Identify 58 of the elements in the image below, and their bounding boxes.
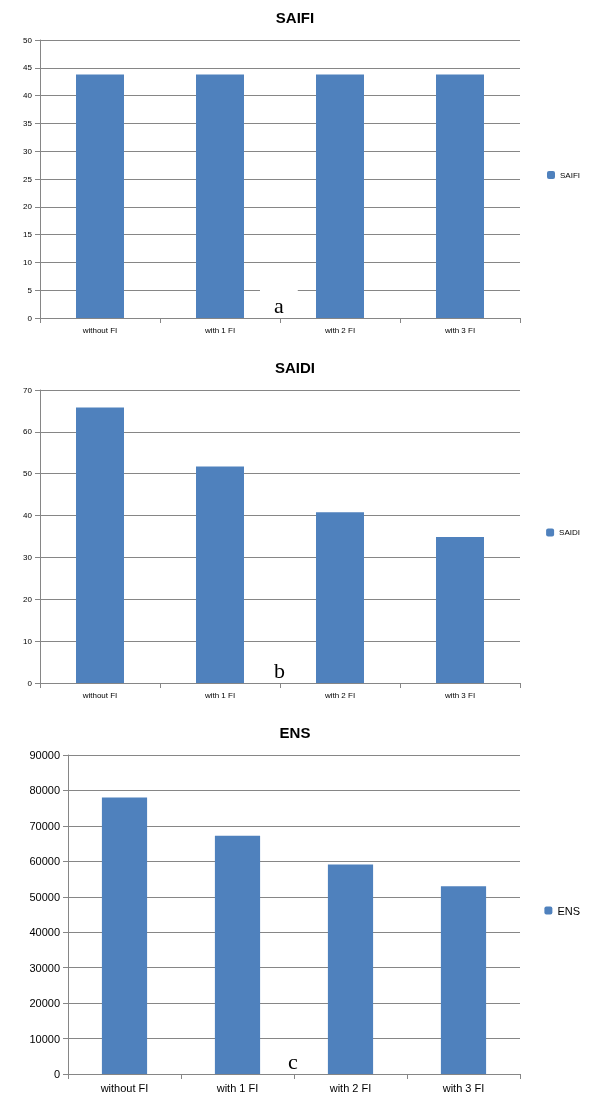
bar [76, 407, 124, 683]
chart-title: SAIDI [274, 359, 316, 376]
y-tick-label: 70 [23, 385, 33, 395]
y-tick-label: 60000 [29, 855, 60, 868]
bar [196, 466, 244, 683]
x-tick-label: with 1 FI [203, 690, 236, 700]
x-tick-label: without FI [81, 325, 118, 335]
legend-label: ENS [557, 904, 581, 917]
y-tick-label: 0 [27, 313, 33, 323]
y-tick-label: 40000 [29, 926, 60, 939]
y-tick-label: 10 [23, 257, 33, 267]
annotation: a [274, 292, 284, 318]
x-tick-label: with 3 FI [441, 1081, 485, 1094]
x-tick-label: without FI [81, 690, 118, 700]
x-tick-label: with 1 FI [203, 325, 236, 335]
y-tick-label: 20000 [29, 997, 60, 1010]
x-tick-label: with 2 FI [323, 690, 356, 700]
bar [214, 835, 261, 1074]
y-tick-label: 35 [23, 118, 33, 128]
x-tick-label: with 2 FI [323, 325, 356, 335]
x-tick-label: with 2 FI [328, 1081, 372, 1094]
y-tick-label: 90000 [29, 749, 60, 761]
y-tick-label: 70000 [29, 819, 60, 832]
annotation: c [288, 1048, 298, 1074]
chart-title: ENS [279, 724, 311, 741]
y-tick-label: 40 [23, 511, 33, 521]
legend-label: SAIFI [560, 170, 581, 180]
x-tick-label: with 1 FI [215, 1081, 259, 1094]
y-tick-label: 30 [23, 552, 33, 562]
y-tick-label: 10000 [29, 1032, 60, 1045]
y-tick-label: 30 [23, 146, 33, 156]
y-tick-label: 25 [23, 174, 33, 184]
y-tick-label: 0 [53, 1068, 60, 1080]
chart-title: SAIFI [275, 9, 315, 26]
y-tick-label: 50 [23, 35, 33, 45]
annotation: b [274, 657, 285, 683]
y-tick-label: 30000 [29, 961, 60, 974]
bar [440, 886, 487, 1074]
y-tick-label: 50000 [29, 890, 60, 903]
x-tick-label: with 3 FI [443, 325, 476, 335]
bar [316, 512, 364, 683]
y-tick-label: 10 [23, 636, 33, 646]
x-tick-label: without FI [99, 1081, 149, 1094]
y-tick-label: 15 [23, 230, 33, 240]
y-tick-label: 45 [23, 63, 33, 73]
y-tick-label: 20 [23, 594, 33, 604]
y-tick-label: 50 [23, 469, 33, 479]
legend-label: SAIDI [559, 528, 581, 537]
bar [101, 797, 148, 1074]
y-tick-label: 20 [23, 202, 33, 212]
bar [327, 864, 374, 1074]
y-tick-label: 0 [27, 678, 33, 688]
x-tick-label: with 3 FI [443, 690, 476, 700]
bar [436, 536, 484, 683]
y-tick-label: 5 [27, 285, 33, 295]
y-tick-label: 80000 [29, 784, 60, 797]
y-tick-label: 60 [23, 427, 33, 437]
y-tick-label: 40 [23, 91, 33, 101]
